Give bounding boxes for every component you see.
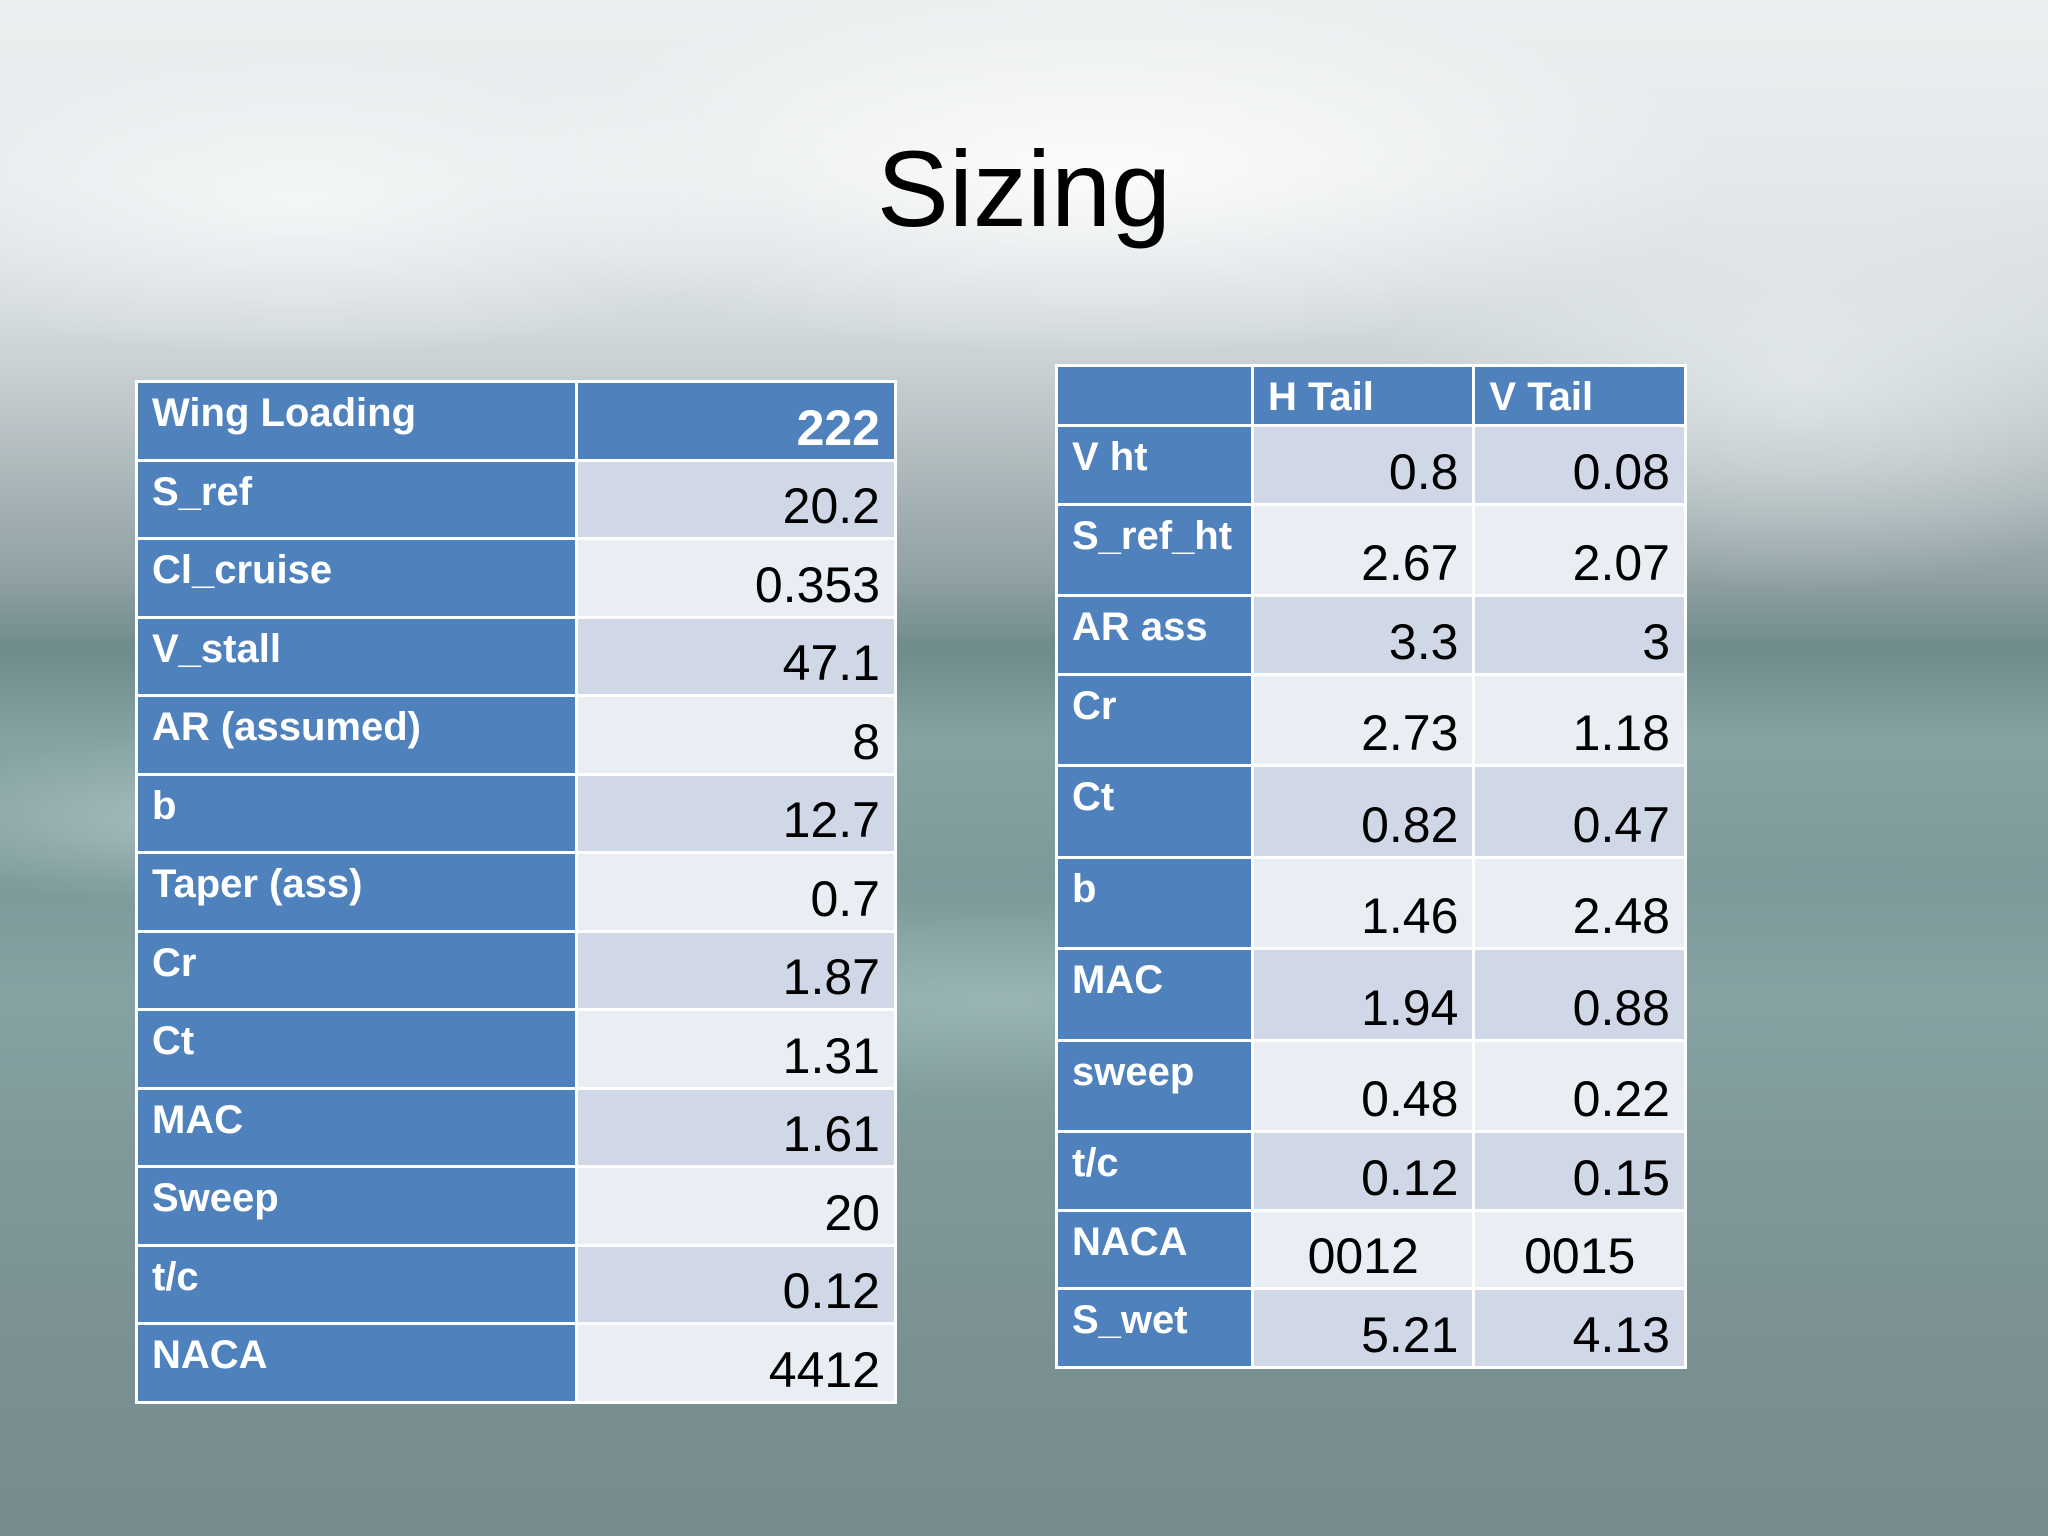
row-value: 8 xyxy=(575,694,897,776)
h-tail-value: 1.46 xyxy=(1250,855,1476,950)
row-label: t/c xyxy=(1055,1130,1254,1212)
table-row: Taper (ass) 0.7 xyxy=(135,851,897,933)
v-tail-value: 0.08 xyxy=(1472,424,1687,506)
row-value: 0.7 xyxy=(575,851,897,933)
row-label: b xyxy=(1055,855,1254,950)
table-row: t/c 0.12 0.15 xyxy=(1055,1130,1687,1212)
v-tail-value: 2.48 xyxy=(1472,855,1687,950)
row-value: 4412 xyxy=(575,1322,897,1404)
column-header-v-tail: V Tail xyxy=(1472,364,1687,427)
row-label: S_wet xyxy=(1055,1287,1254,1369)
column-header-blank xyxy=(1055,364,1254,427)
wing-sizing-table: Wing Loading 222 S_ref 20.2 Cl_cruise 0.… xyxy=(135,380,897,1404)
row-value: 1.31 xyxy=(575,1008,897,1090)
table-row: S_wet 5.21 4.13 xyxy=(1055,1287,1687,1369)
table-row: NACA 4412 xyxy=(135,1322,897,1404)
row-value: 20 xyxy=(575,1165,897,1247)
row-value: 0.353 xyxy=(575,537,897,619)
row-value: 20.2 xyxy=(575,458,897,540)
table-header-row: Wing Loading 222 xyxy=(135,380,897,462)
table-row: Cl_cruise 0.353 xyxy=(135,537,897,619)
table-row: NACA 0012 0015 xyxy=(1055,1208,1687,1290)
row-label: Cl_cruise xyxy=(135,537,578,619)
row-value: 1.87 xyxy=(575,929,897,1011)
table-row: V ht 0.8 0.08 xyxy=(1055,424,1687,506)
table-row: V_stall 47.1 xyxy=(135,615,897,697)
row-value: 0.12 xyxy=(575,1243,897,1325)
table-row: AR ass 3.3 3 xyxy=(1055,594,1687,676)
row-label: Cr xyxy=(1055,672,1254,767)
h-tail-value: 2.73 xyxy=(1250,672,1476,767)
h-tail-value: 5.21 xyxy=(1250,1287,1476,1369)
v-tail-value: 4.13 xyxy=(1472,1287,1687,1369)
v-tail-value: 2.07 xyxy=(1472,502,1687,597)
row-label: Ct xyxy=(135,1008,578,1090)
column-header-h-tail: H Tail xyxy=(1250,364,1476,427)
table-row: Sweep 20 xyxy=(135,1165,897,1247)
row-label: MAC xyxy=(135,1086,578,1168)
row-label: V ht xyxy=(1055,424,1254,506)
table-row: S_ref_ht 2.67 2.07 xyxy=(1055,502,1687,597)
table-row: t/c 0.12 xyxy=(135,1243,897,1325)
h-tail-value: 0012 xyxy=(1250,1208,1476,1290)
v-tail-value: 0.15 xyxy=(1472,1130,1687,1212)
row-label: S_ref xyxy=(135,458,578,540)
table-row: AR (assumed) 8 xyxy=(135,694,897,776)
h-tail-value: 2.67 xyxy=(1250,502,1476,597)
row-label: sweep xyxy=(1055,1038,1254,1133)
v-tail-value: 0.88 xyxy=(1472,947,1687,1042)
h-tail-value: 3.3 xyxy=(1250,594,1476,676)
v-tail-value: 0.22 xyxy=(1472,1038,1687,1133)
table-row: sweep 0.48 0.22 xyxy=(1055,1038,1687,1133)
wing-loading-value: 222 xyxy=(575,380,897,462)
row-label: NACA xyxy=(135,1322,578,1404)
v-tail-value: 0015 xyxy=(1472,1208,1687,1290)
slide-title: Sizing xyxy=(876,128,1172,249)
table-row: Ct 0.82 0.47 xyxy=(1055,764,1687,859)
table-row: Ct 1.31 xyxy=(135,1008,897,1090)
h-tail-value: 0.48 xyxy=(1250,1038,1476,1133)
row-label: Cr xyxy=(135,929,578,1011)
table-row: MAC 1.61 xyxy=(135,1086,897,1168)
row-label: Taper (ass) xyxy=(135,851,578,933)
row-label: b xyxy=(135,772,578,854)
row-label: MAC xyxy=(1055,947,1254,1042)
tail-sizing-table: H Tail V Tail V ht 0.8 0.08 S_ref_ht 2.6… xyxy=(1055,364,1687,1369)
table-header-row: H Tail V Tail xyxy=(1055,364,1687,427)
v-tail-value: 3 xyxy=(1472,594,1687,676)
row-label: t/c xyxy=(135,1243,578,1325)
row-label: NACA xyxy=(1055,1208,1254,1290)
h-tail-value: 0.8 xyxy=(1250,424,1476,506)
table-row: S_ref 20.2 xyxy=(135,458,897,540)
h-tail-value: 1.94 xyxy=(1250,947,1476,1042)
row-label: S_ref_ht xyxy=(1055,502,1254,597)
wing-loading-label: Wing Loading xyxy=(135,380,578,462)
table-row: MAC 1.94 0.88 xyxy=(1055,947,1687,1042)
h-tail-value: 0.12 xyxy=(1250,1130,1476,1212)
table-row: b 1.46 2.48 xyxy=(1055,855,1687,950)
row-label: AR (assumed) xyxy=(135,694,578,776)
v-tail-value: 0.47 xyxy=(1472,764,1687,859)
row-value: 47.1 xyxy=(575,615,897,697)
h-tail-value: 0.82 xyxy=(1250,764,1476,859)
row-label: AR ass xyxy=(1055,594,1254,676)
row-value: 1.61 xyxy=(575,1086,897,1168)
table-row: b 12.7 xyxy=(135,772,897,854)
row-value: 12.7 xyxy=(575,772,897,854)
table-row: Cr 1.87 xyxy=(135,929,897,1011)
table-row: Cr 2.73 1.18 xyxy=(1055,672,1687,767)
row-label: Ct xyxy=(1055,764,1254,859)
row-label: V_stall xyxy=(135,615,578,697)
v-tail-value: 1.18 xyxy=(1472,672,1687,767)
row-label: Sweep xyxy=(135,1165,578,1247)
